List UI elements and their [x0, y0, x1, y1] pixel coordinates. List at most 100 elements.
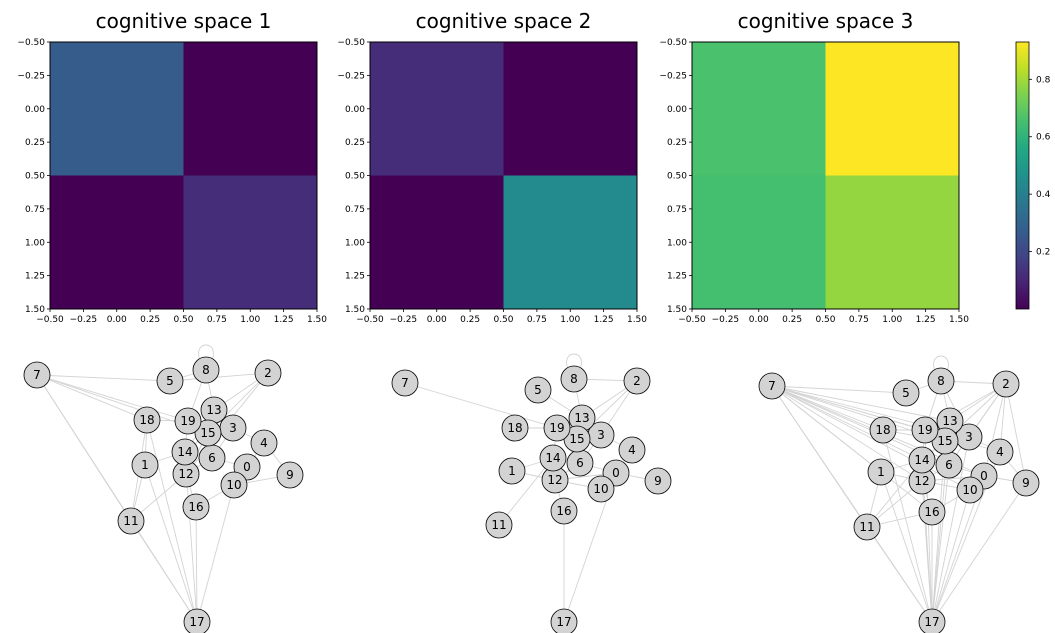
- heatmap-cell-r1-c1: [825, 175, 959, 309]
- node-12: 12: [541, 466, 569, 494]
- node-label: 12: [547, 473, 562, 487]
- y-tick-label: 0.25: [25, 138, 45, 148]
- node-circle: [543, 414, 571, 442]
- node-label: 2: [1002, 377, 1010, 391]
- edge-2-9: [1005, 383, 1027, 484]
- x-tick-label: 1.50: [307, 315, 327, 325]
- node-12: 12: [908, 467, 936, 495]
- node-label: 18: [875, 423, 890, 437]
- node-label: 10: [593, 482, 608, 496]
- node-circle: [892, 379, 920, 407]
- x-tick-label: −0.25: [70, 315, 98, 325]
- node-label: 18: [507, 421, 522, 435]
- x-tick-label: 0.75: [849, 315, 869, 325]
- node-circle: [956, 476, 984, 504]
- node-14: 14: [171, 438, 199, 466]
- node-circle: [498, 457, 526, 485]
- node-label: 16: [924, 505, 939, 519]
- x-tick-label: 0.50: [493, 315, 513, 325]
- node-circle: [182, 493, 210, 521]
- node-label: 0: [980, 469, 988, 483]
- y-tick-label: 0.00: [25, 105, 45, 115]
- node-circle: [391, 369, 419, 397]
- colorbar: 0.2 0.4 0.6 0.8: [1015, 41, 1051, 310]
- node-label: 3: [965, 430, 973, 444]
- node-label: 14: [545, 451, 560, 465]
- heatmap-panels: cognitive space 1 −0.50 −0.25 0.00 0.25 0.50 0…: [17, 9, 969, 325]
- y-tick-label: −0.25: [17, 71, 45, 81]
- colorbar-tick-label: 0.2: [1036, 248, 1050, 258]
- x-tick-label: 0.75: [527, 315, 547, 325]
- node-15: 15: [563, 425, 591, 453]
- heatmap-panel-3: cognitive space 3 −0.50 −0.25 0.00 0.25 0.50 0…: [659, 9, 969, 325]
- node-label: 15: [569, 432, 584, 446]
- node-18: 18: [133, 406, 161, 434]
- node-circle: [908, 446, 936, 474]
- node-17: 17: [918, 608, 946, 633]
- panel-title: cognitive space 3: [738, 9, 914, 33]
- heatmap-cell-r0-c0: [50, 42, 184, 176]
- heatmap-cell-r1-c1: [183, 175, 317, 309]
- node-10: 10: [587, 475, 615, 503]
- node-circle: [539, 444, 567, 472]
- heatmap-panel-1: cognitive space 1 −0.50 −0.25 0.00 0.25 0.50 0…: [17, 9, 327, 325]
- node-label: 0: [612, 466, 620, 480]
- y-tick-label: 0.25: [345, 138, 365, 148]
- edge-18-17: [146, 419, 198, 623]
- node-label: 3: [229, 421, 237, 435]
- self-loop-8: [933, 355, 949, 372]
- edge-17-1: [880, 471, 933, 623]
- y-tick-label: 1.00: [345, 238, 365, 248]
- edge-17-10: [931, 489, 971, 623]
- node-circle: [220, 471, 248, 499]
- node-9: 9: [276, 461, 304, 489]
- node-circle: [927, 367, 955, 395]
- node-label: 2: [633, 374, 641, 388]
- y-tick-label: −0.50: [17, 38, 45, 48]
- node-6: 6: [566, 449, 594, 477]
- node-circle: [918, 498, 946, 526]
- node-5: 5: [892, 379, 920, 407]
- panel-title: cognitive space 1: [96, 9, 272, 33]
- node-label: 9: [654, 474, 662, 488]
- edge-7-13: [771, 385, 951, 422]
- edge-7-18: [36, 374, 148, 421]
- node-label: 16: [188, 500, 203, 514]
- node-circle: [550, 608, 578, 633]
- node-circle: [986, 438, 1014, 466]
- node-label: 4: [260, 436, 268, 450]
- node-16: 16: [918, 498, 946, 526]
- node-circle: [550, 497, 578, 525]
- node-circle: [23, 361, 51, 389]
- node-circle: [869, 416, 897, 444]
- node-circle: [758, 372, 786, 400]
- edge-7-14: [771, 385, 923, 461]
- node-label: 6: [945, 458, 953, 472]
- node-circle: [587, 475, 615, 503]
- node-2: 2: [623, 367, 651, 395]
- node-label: 8: [202, 363, 210, 377]
- node-label: 9: [1022, 476, 1030, 490]
- node-19: 19: [543, 414, 571, 442]
- node-label: 19: [549, 421, 564, 435]
- edge-2-6: [948, 383, 1007, 466]
- node-11: 11: [853, 513, 881, 541]
- node-16: 16: [182, 493, 210, 521]
- x-tick-label: 1.25: [916, 315, 936, 325]
- node-label: 4: [996, 445, 1004, 459]
- edge-7-10: [771, 385, 971, 491]
- node-1: 1: [131, 451, 159, 479]
- node-13: 13: [936, 407, 964, 435]
- node-circle: [133, 406, 161, 434]
- edge-7-5: [36, 374, 171, 382]
- edge-7-16: [771, 385, 933, 513]
- x-tick-label: 0.25: [140, 315, 160, 325]
- y-tick-label: 0.75: [345, 205, 365, 215]
- heatmap-cell-r1-c1: [503, 175, 637, 309]
- node-label: 10: [226, 478, 241, 492]
- node-circle: [183, 608, 211, 633]
- node-label: 8: [570, 372, 578, 386]
